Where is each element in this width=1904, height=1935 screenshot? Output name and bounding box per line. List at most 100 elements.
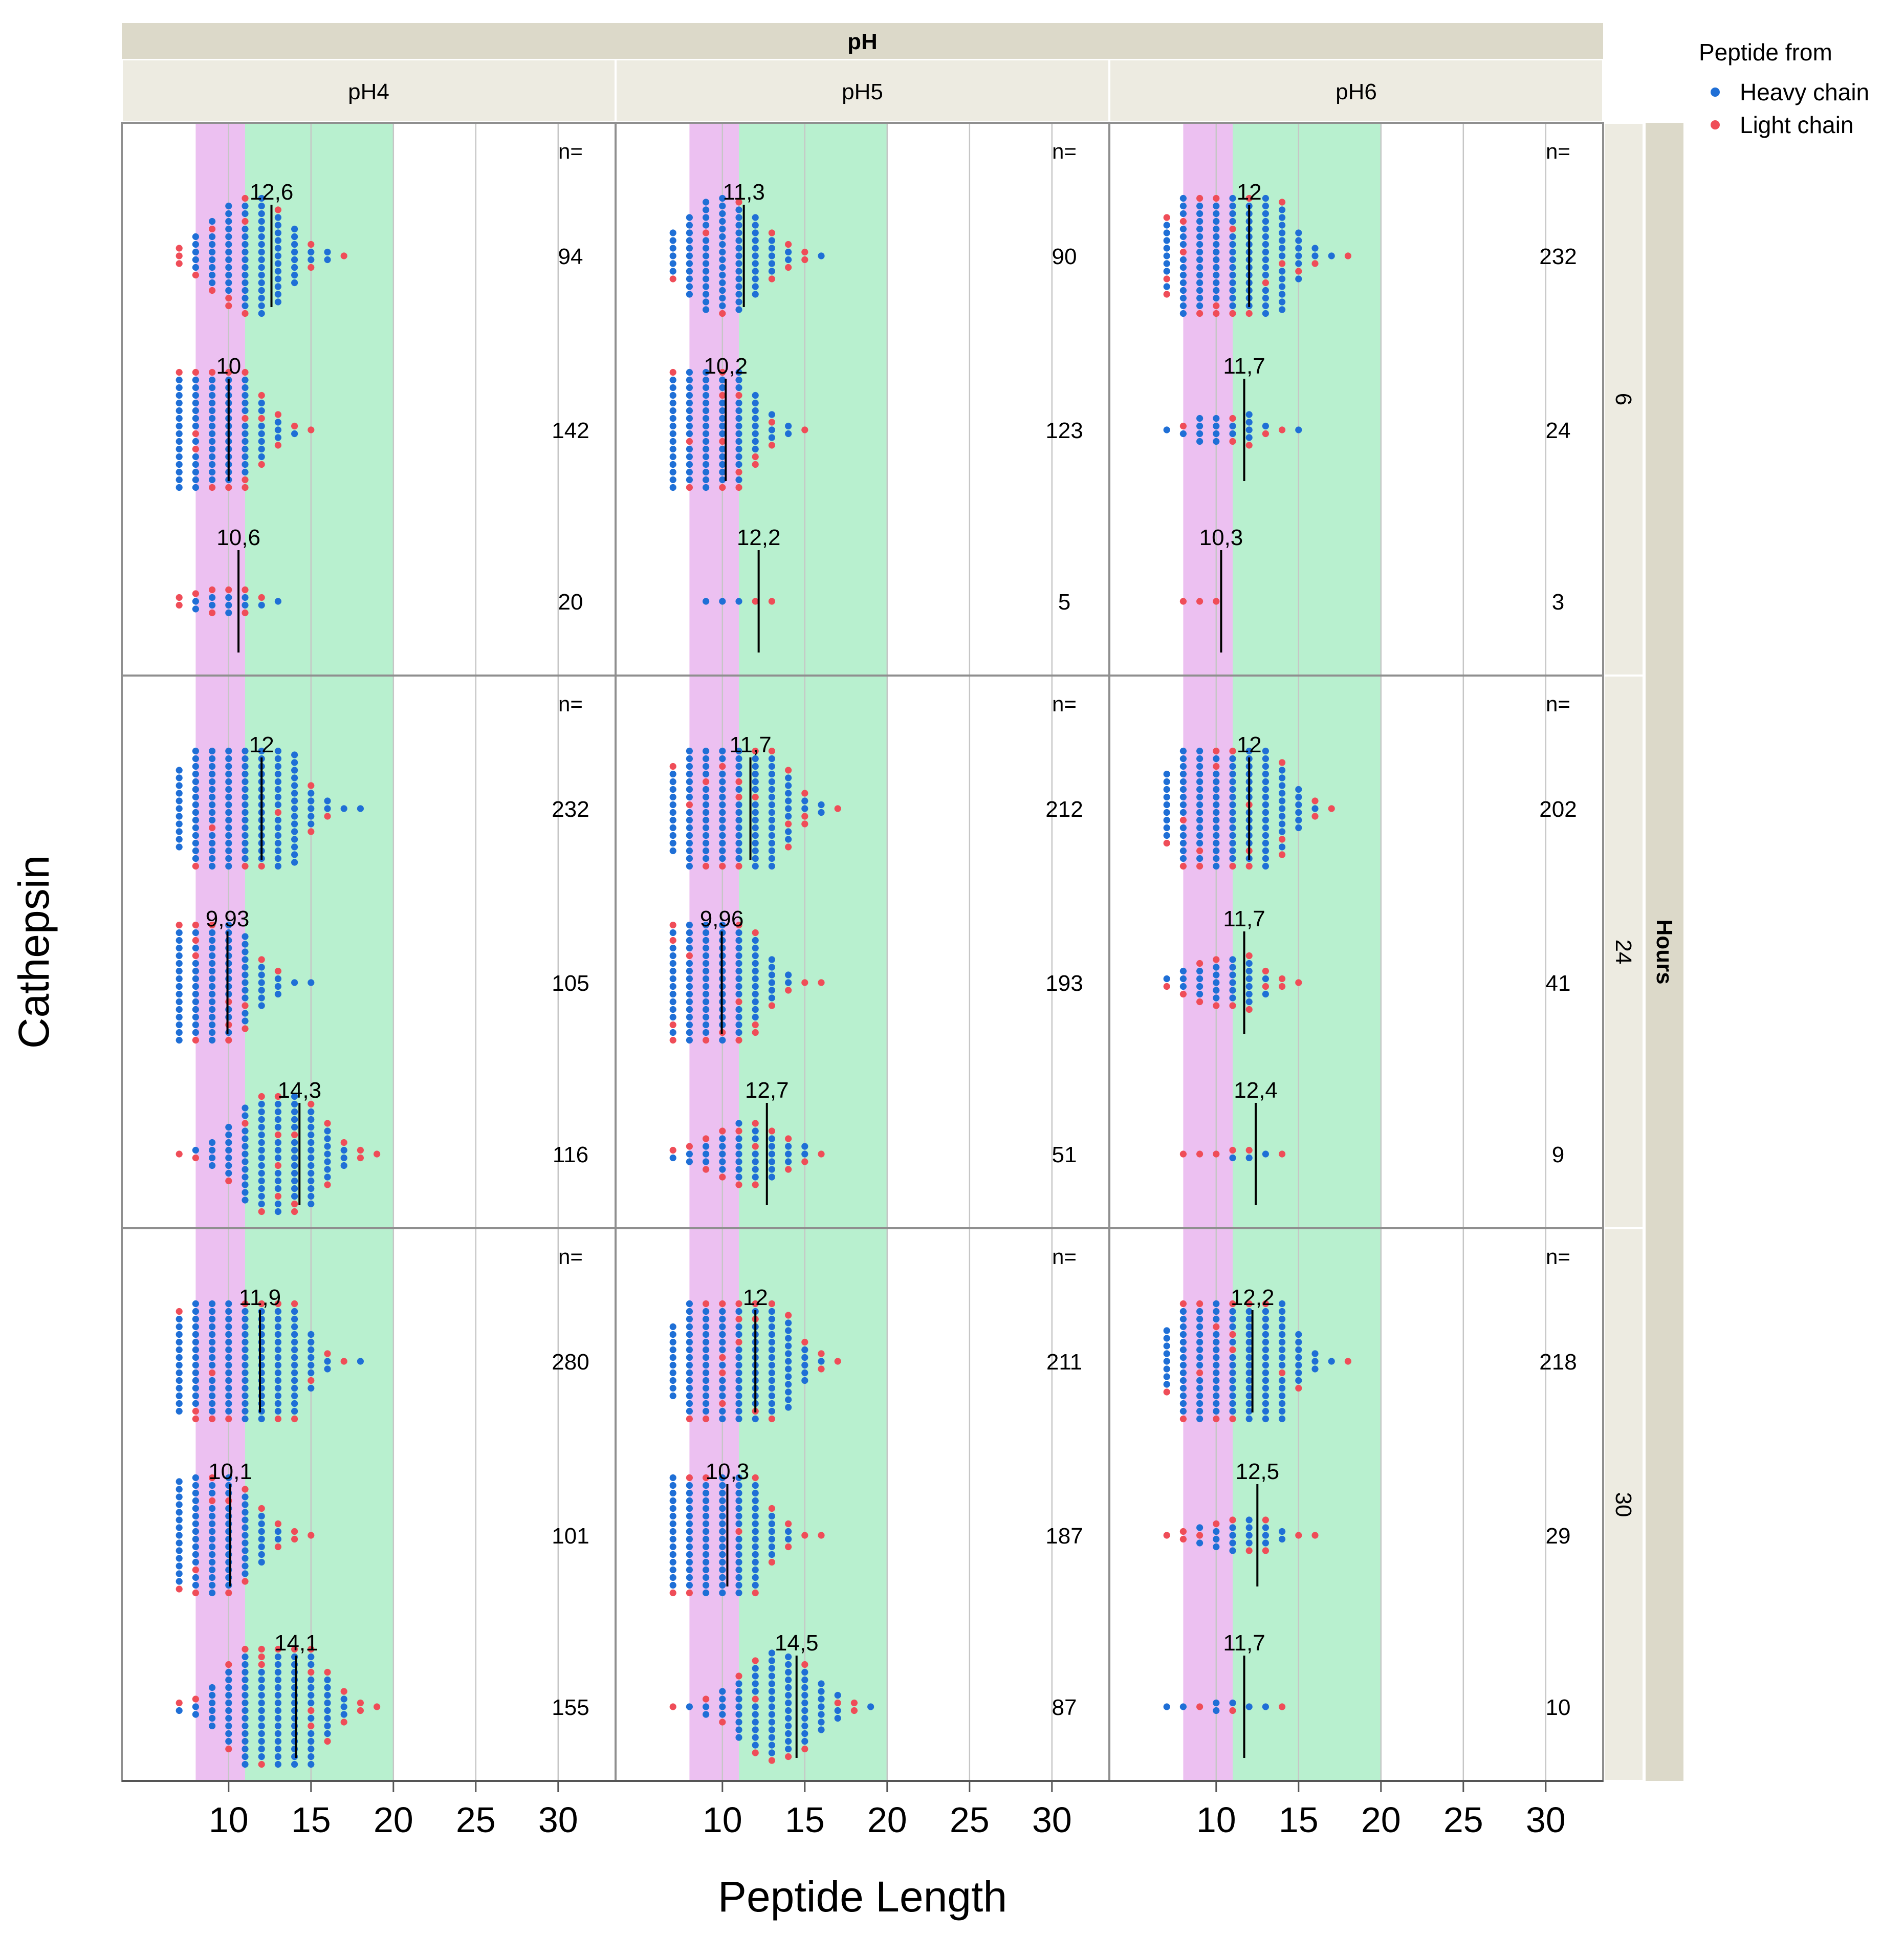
data-point xyxy=(768,1535,775,1543)
data-point xyxy=(176,929,183,937)
column-strip-label: pH6 xyxy=(1336,79,1377,104)
data-point xyxy=(274,1146,281,1154)
data-point xyxy=(242,862,249,870)
data-point xyxy=(703,445,710,453)
data-point xyxy=(1213,1323,1220,1331)
data-point xyxy=(274,426,281,433)
data-point xyxy=(192,1581,199,1589)
data-point xyxy=(752,1535,759,1543)
data-point xyxy=(209,1162,216,1169)
data-point xyxy=(176,430,183,438)
data-point xyxy=(1295,1361,1302,1369)
data-point xyxy=(1196,1308,1203,1315)
data-point xyxy=(801,1338,808,1346)
data-point xyxy=(801,805,808,812)
mean-label: 11,7 xyxy=(1223,354,1265,379)
data-point xyxy=(209,763,216,770)
data-point xyxy=(308,256,315,264)
data-point xyxy=(669,1346,676,1354)
data-point xyxy=(719,1173,726,1181)
data-point xyxy=(324,1173,331,1181)
data-point xyxy=(801,820,808,828)
data-point xyxy=(176,960,183,967)
data-point xyxy=(669,1323,676,1331)
mean-label: 10,6 xyxy=(216,525,260,550)
data-point xyxy=(719,271,726,279)
data-point xyxy=(291,836,298,843)
data-point xyxy=(768,1308,775,1315)
data-point xyxy=(176,967,183,975)
data-point xyxy=(686,1377,693,1384)
data-point xyxy=(686,376,693,384)
data-point xyxy=(1196,438,1203,445)
data-point xyxy=(1229,832,1236,839)
data-point xyxy=(703,839,710,847)
data-point xyxy=(1196,847,1203,855)
x-tick-label: 10 xyxy=(703,1800,742,1840)
data-point xyxy=(703,1589,710,1597)
data-point xyxy=(176,1524,183,1531)
data-point xyxy=(291,1392,298,1400)
data-point xyxy=(735,222,742,229)
data-point xyxy=(818,809,825,816)
data-point xyxy=(1229,763,1236,770)
mean-label: 10,3 xyxy=(706,1459,750,1484)
data-point xyxy=(192,1505,199,1512)
data-point xyxy=(669,990,676,998)
data-point xyxy=(176,1354,183,1361)
data-point xyxy=(735,839,742,847)
data-point xyxy=(176,1021,183,1029)
data-point xyxy=(703,1331,710,1338)
data-point xyxy=(1262,218,1269,225)
data-point xyxy=(1229,1532,1236,1539)
data-point xyxy=(274,1684,281,1691)
data-point xyxy=(242,407,249,415)
data-point xyxy=(1179,1703,1187,1710)
data-point xyxy=(1213,279,1220,287)
data-point xyxy=(1213,415,1220,422)
data-point xyxy=(752,438,759,445)
data-point xyxy=(686,222,693,229)
data-point xyxy=(324,248,331,256)
data-point xyxy=(242,1354,249,1361)
mean-label: 9,93 xyxy=(206,906,250,931)
data-point xyxy=(274,229,281,236)
data-point xyxy=(735,1535,742,1543)
n-count-label: 123 xyxy=(1045,418,1083,443)
data-point xyxy=(785,1722,792,1730)
mean-label: 12,6 xyxy=(250,180,294,205)
data-point xyxy=(1245,194,1253,202)
data-point xyxy=(1163,809,1170,816)
data-point xyxy=(703,809,710,816)
column-strip xyxy=(1110,60,1602,121)
data-point xyxy=(719,747,726,755)
data-point xyxy=(719,1497,726,1505)
data-point xyxy=(735,770,742,778)
data-point xyxy=(703,1482,710,1489)
data-point xyxy=(209,422,216,430)
data-point xyxy=(258,1543,265,1551)
data-point xyxy=(1213,287,1220,294)
data-point xyxy=(1229,1323,1236,1331)
data-point xyxy=(1245,960,1253,967)
data-point xyxy=(258,1162,265,1169)
data-point xyxy=(801,1361,808,1369)
data-point xyxy=(1262,241,1269,248)
data-point xyxy=(1295,816,1302,824)
mean-label: 12 xyxy=(743,1285,768,1310)
data-point xyxy=(686,778,693,786)
data-point xyxy=(1245,1346,1253,1354)
data-point xyxy=(768,252,775,259)
data-point xyxy=(703,763,710,770)
data-point xyxy=(176,1539,183,1547)
data-point xyxy=(1229,302,1236,310)
data-point xyxy=(801,1532,808,1539)
data-point xyxy=(258,233,265,241)
data-point xyxy=(735,1589,742,1597)
data-point xyxy=(752,392,759,399)
data-point xyxy=(1245,1146,1253,1154)
legend-title: Peptide from xyxy=(1699,39,1832,66)
data-point xyxy=(1213,1150,1220,1158)
data-point xyxy=(1179,1308,1187,1315)
data-point xyxy=(686,983,693,990)
